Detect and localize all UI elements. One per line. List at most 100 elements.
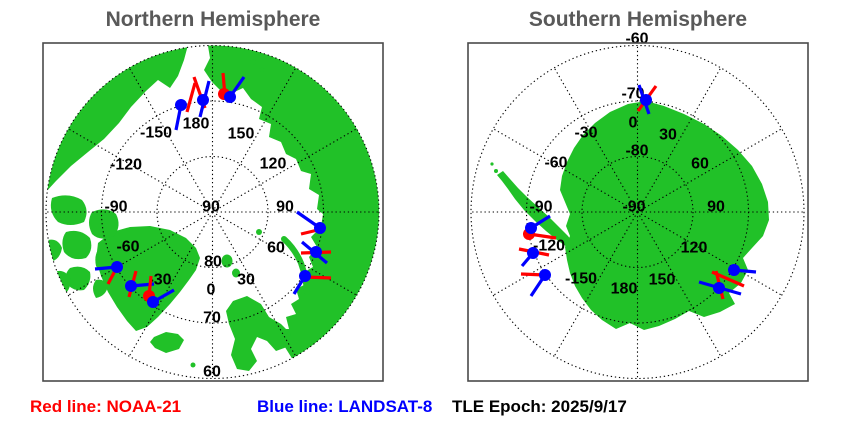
graticule-meridian bbox=[212, 128, 357, 213]
land-alaska-chukotka bbox=[46, 45, 188, 193]
graticule-meridian bbox=[212, 211, 297, 357]
longitude-label: -90 bbox=[104, 199, 127, 216]
graticule-meridian bbox=[553, 67, 638, 213]
longitude-label: 180 bbox=[611, 281, 638, 298]
graticule-circle bbox=[581, 155, 694, 269]
longitude-label: -90 bbox=[529, 199, 552, 216]
graticule-circle bbox=[156, 155, 269, 269]
land-greenland bbox=[96, 226, 200, 331]
graticule-meridian bbox=[637, 211, 782, 296]
latitude-label: -90 bbox=[622, 199, 645, 216]
south-map: 0 30 60 90 120 150 180 -150-120 -90 -60 -30 -60 -70 -… bbox=[467, 31, 809, 382]
land-canada-island bbox=[93, 279, 108, 298]
land-iceland bbox=[150, 332, 184, 353]
landsat8-position-dot bbox=[175, 99, 187, 111]
land-island bbox=[190, 362, 196, 368]
land-island bbox=[494, 169, 498, 173]
longitude-label: 60 bbox=[267, 240, 285, 257]
north-map-title: Northern Hemisphere bbox=[105, 8, 321, 31]
south-graticule bbox=[470, 44, 805, 380]
satellite-marker bbox=[296, 210, 326, 236]
land-svalbard bbox=[232, 268, 240, 278]
land-canada-island bbox=[46, 239, 62, 262]
latitude-label: -60 bbox=[625, 31, 648, 48]
longitude-label: 150 bbox=[649, 272, 676, 289]
longitude-label: 0 bbox=[207, 282, 216, 299]
satellite-marker bbox=[518, 247, 550, 268]
landsat8-position-dot bbox=[147, 296, 159, 308]
latitude-label: -70 bbox=[621, 86, 644, 103]
landsat8-position-dot bbox=[713, 282, 725, 294]
latitude-label: -80 bbox=[625, 143, 648, 160]
landsat8-position-dot bbox=[314, 222, 326, 234]
graticule-meridian bbox=[128, 67, 213, 213]
landsat8-position-dot bbox=[527, 247, 539, 259]
longitude-label: 30 bbox=[659, 127, 677, 144]
longitude-label: 0 bbox=[629, 115, 638, 132]
land-island bbox=[259, 67, 265, 73]
graticule-meridian bbox=[637, 128, 782, 213]
satellite-marker bbox=[292, 270, 332, 295]
longitude-label: 60 bbox=[691, 156, 709, 173]
satellite-marker bbox=[125, 270, 155, 298]
graticule-meridian bbox=[212, 67, 297, 213]
longitude-label: -60 bbox=[544, 155, 567, 172]
satellite-marker bbox=[636, 84, 658, 115]
north-map-frame bbox=[42, 42, 384, 382]
north-map-labels: 180 150 120 90 60 30 0 -30 -60 -90 -120 -150 90 80 70 6… bbox=[104, 116, 294, 381]
longitude-label: 150 bbox=[228, 126, 255, 143]
south-map-labels: 0 30 60 90 120 150 180 -150-120 -90 -60 -30 -60 -70 -… bbox=[529, 31, 725, 298]
graticule-meridian bbox=[493, 211, 638, 296]
south-map-title: Southern Hemisphere bbox=[528, 8, 748, 31]
graticule-meridian bbox=[68, 128, 213, 213]
south-map-frame bbox=[467, 42, 809, 382]
land-island bbox=[303, 159, 311, 167]
land-canada-island bbox=[89, 209, 119, 239]
graticule-meridian bbox=[553, 211, 638, 357]
legend-red-line: Red line: NOAA-21 bbox=[30, 397, 182, 416]
land-island bbox=[250, 59, 256, 65]
land-scandinavia bbox=[226, 296, 291, 371]
longitude-label: -150 bbox=[140, 125, 172, 142]
satellite-marker bbox=[174, 82, 197, 131]
north-satellite-markers bbox=[94, 72, 332, 308]
longitude-label: -60 bbox=[116, 239, 139, 256]
longitude-label: 120 bbox=[260, 156, 287, 173]
land-canada-island bbox=[50, 270, 71, 296]
longitude-label: 180 bbox=[183, 116, 210, 133]
satellite-marker bbox=[523, 214, 557, 240]
land-canada-island bbox=[65, 266, 91, 291]
landsat8-position-dot bbox=[111, 261, 123, 273]
satellite-marker bbox=[300, 240, 332, 265]
graticule-meridian bbox=[493, 128, 638, 213]
longitude-label: -120 bbox=[533, 238, 565, 255]
north-map: 180 150 120 90 60 30 0 -30 -60 -90 -120 -150 90 80 70 6… bbox=[42, 42, 384, 382]
graticule-meridian bbox=[212, 211, 357, 296]
satellite-marker bbox=[218, 72, 246, 103]
satellite-marker bbox=[143, 275, 175, 308]
land-franz-josef bbox=[256, 229, 262, 235]
landsat8-position-dot bbox=[525, 222, 537, 234]
longitude-label: 120 bbox=[681, 240, 708, 257]
legend-blue-line: Blue line: LANDSAT-8 bbox=[257, 397, 433, 416]
longitude-label: 30 bbox=[237, 272, 255, 289]
landsat8-position-dot bbox=[539, 269, 551, 281]
land-antarctic-peninsula bbox=[497, 171, 574, 252]
longitude-label: -120 bbox=[110, 157, 142, 174]
graticule-meridian bbox=[637, 211, 722, 357]
land-canada-island bbox=[50, 195, 87, 225]
graticule-meridian bbox=[128, 211, 213, 357]
satellite-marker bbox=[698, 270, 742, 300]
longitude-label: 90 bbox=[707, 199, 725, 216]
legend-tle-epoch: TLE Epoch: 2025/9/17 bbox=[452, 397, 627, 416]
landsat8-position-dot bbox=[640, 94, 652, 106]
north-land bbox=[46, 45, 379, 379]
north-graticule bbox=[45, 44, 380, 380]
land-novaya-zemlya bbox=[281, 236, 310, 295]
latitude-label: 60 bbox=[203, 364, 221, 381]
land-canada-island bbox=[62, 230, 92, 260]
longitude-label: 90 bbox=[276, 199, 294, 216]
land-svalbard bbox=[221, 254, 233, 268]
